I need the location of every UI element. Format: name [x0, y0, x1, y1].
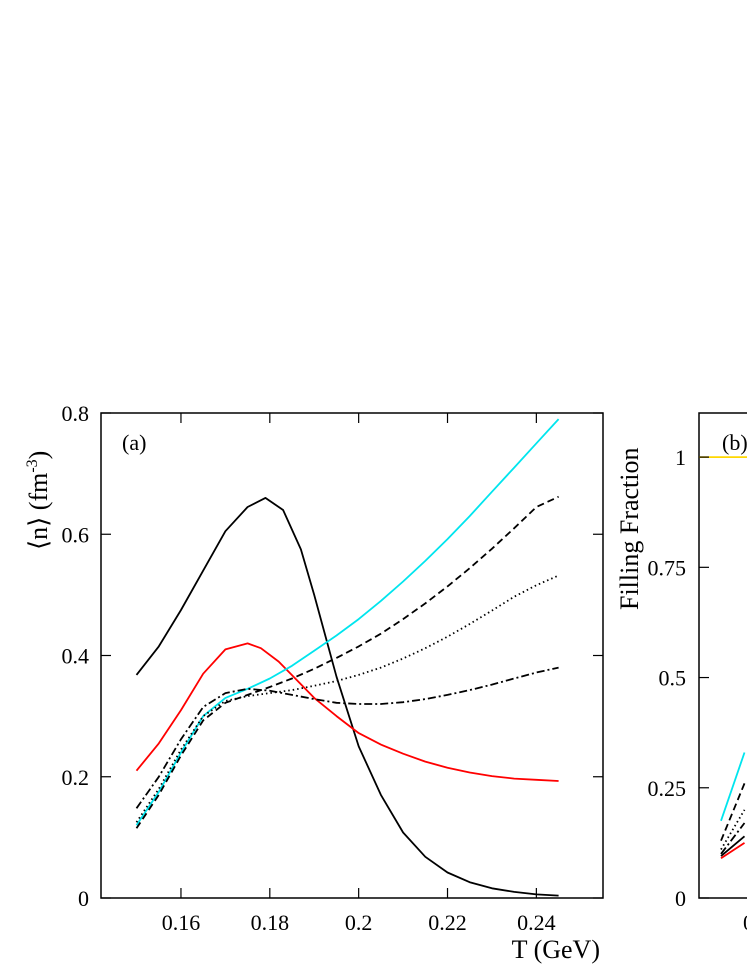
- panel-a-x-axis-title: T (GeV): [512, 935, 600, 964]
- panel-b-frame: [698, 412, 747, 899]
- panel-b-y-axis-title: Filling Fraction: [615, 448, 644, 611]
- panel-a: 0 0.2 0.4 0.6 0.8 0.16 0.18 0.2 0.22 0.24 (a) T (…: [24, 401, 604, 964]
- panel-a-frame: [100, 412, 604, 899]
- panel-a-y-tick-label: 0: [78, 886, 89, 911]
- panel-b-y-tick-label: 1: [675, 445, 686, 470]
- panel-a-y-axis-title-exponent: -3: [24, 459, 41, 472]
- panel-a-y-axis-title-main: ⟨n⟩ (fm: [24, 473, 53, 550]
- panel-a-series-line-4: [135, 574, 559, 823]
- panel-b-y-tick-label: 0: [675, 886, 686, 911]
- panel-a-ticks: 0 0.2 0.4 0.6 0.8 0.16 0.18 0.2 0.22 0.24: [62, 401, 603, 935]
- panel-a-series-line-5: [135, 666, 559, 809]
- panel-b-series-line-1: [720, 752, 746, 822]
- panel-a-y-tick-label: 0.8: [62, 401, 90, 426]
- panel-b-y-tick-label: 0.25: [648, 776, 687, 801]
- panel-a-series: [135, 418, 560, 897]
- panel-b-ticks: 0 0.25 0.5 0.75 1 0: [648, 445, 747, 935]
- panel-a-x-tick-label: 0.16: [162, 910, 201, 935]
- panel-a-y-tick-label: 0.4: [62, 644, 90, 669]
- panel-b-series: [699, 456, 747, 860]
- panel-b: 0 0.25 0.5 0.75 1 0 (b) Filling Fraction: [615, 412, 747, 935]
- panel-a-series-line-3: [135, 495, 559, 829]
- panel-b-y-tick-label: 0.75: [648, 555, 687, 580]
- panel-a-x-tick-label: 0.18: [251, 910, 290, 935]
- panel-a-series-line-0: [135, 496, 559, 897]
- panel-a-y-axis-title-close: ): [24, 451, 53, 460]
- panel-a-x-tick-label: 0.22: [428, 910, 467, 935]
- panel-a-y-tick-label: 0.2: [62, 765, 90, 790]
- panel-a-y-tick-label: 0.6: [62, 522, 90, 547]
- panel-b-series-line-4: [720, 822, 746, 855]
- panel-a-series-line-2: [135, 418, 560, 826]
- panel-a-x-tick-label: 0.2: [345, 910, 373, 935]
- panel-b-x-tick-label: 0: [743, 910, 747, 935]
- panel-a-x-tick-label: 0.24: [517, 910, 556, 935]
- panel-b-series-line-6: [720, 842, 745, 860]
- panel-b-series-line-3: [720, 809, 746, 850]
- panel-b-series-line-5: [720, 835, 746, 857]
- panel-b-label: (b): [722, 430, 747, 455]
- panel-a-label: (a): [122, 430, 146, 455]
- panel-b-y-tick-label: 0.5: [659, 666, 687, 691]
- panel-a-series-line-1: [135, 642, 559, 782]
- panel-a-y-axis-title: ⟨n⟩ (fm-3): [24, 451, 53, 550]
